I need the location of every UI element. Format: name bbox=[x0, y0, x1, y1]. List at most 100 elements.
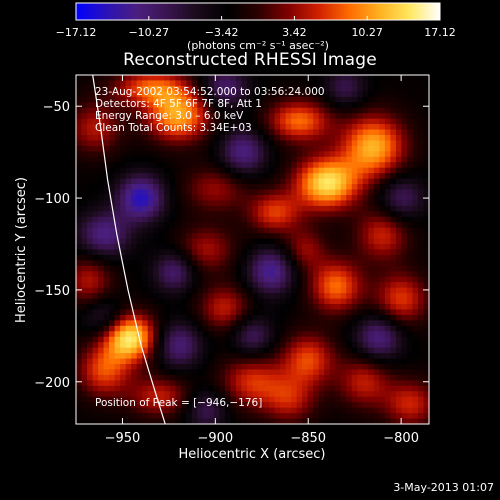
heatmap-cell bbox=[114, 140, 121, 147]
heatmap-cell bbox=[406, 407, 414, 414]
heatmap-cell bbox=[175, 396, 182, 403]
heatmap-cell bbox=[131, 418, 138, 425]
heatmap-cell bbox=[285, 167, 292, 174]
heatmap-cell bbox=[324, 402, 331, 409]
heatmap-cell bbox=[302, 325, 309, 332]
heatmap-cell bbox=[208, 320, 215, 327]
heatmap-cell bbox=[191, 85, 198, 92]
heatmap-cell bbox=[296, 385, 303, 392]
heatmap-cell bbox=[103, 184, 110, 191]
heatmap-cell bbox=[280, 173, 287, 180]
heatmap-cell bbox=[219, 304, 226, 311]
heatmap-cell bbox=[263, 102, 270, 109]
heatmap-cell bbox=[175, 222, 182, 229]
heatmap-cell bbox=[169, 162, 176, 169]
heatmap-cell bbox=[147, 129, 154, 136]
heatmap-cell bbox=[346, 238, 353, 245]
heatmap-cell bbox=[373, 80, 380, 87]
heatmap-cell bbox=[351, 249, 358, 256]
heatmap-cell bbox=[346, 325, 353, 332]
heatmap-cell bbox=[373, 353, 380, 360]
heatmap-cell bbox=[274, 282, 281, 289]
heatmap-cell bbox=[131, 336, 138, 343]
heatmap-cell bbox=[351, 298, 358, 305]
heatmap-cell bbox=[373, 309, 380, 316]
heatmap-cell bbox=[92, 227, 99, 234]
heatmap-cell bbox=[258, 75, 265, 82]
heatmap-cell bbox=[340, 374, 347, 381]
heatmap-cell bbox=[224, 205, 232, 212]
heatmap-cell bbox=[307, 374, 314, 381]
heatmap-cell bbox=[114, 271, 121, 278]
heatmap-cell bbox=[302, 336, 309, 343]
heatmap-cell bbox=[175, 369, 182, 376]
heatmap-cell bbox=[103, 178, 110, 185]
heatmap-cell bbox=[219, 156, 226, 163]
heatmap-cell bbox=[329, 205, 336, 212]
heatmap-cell bbox=[340, 102, 347, 109]
heatmap-cell bbox=[357, 325, 364, 332]
heatmap-cell bbox=[76, 145, 83, 152]
heatmap-cell bbox=[76, 107, 83, 114]
heatmap-cell bbox=[219, 244, 226, 251]
heatmap-cell bbox=[346, 287, 353, 294]
heatmap-cell bbox=[164, 298, 171, 305]
heatmap-cell bbox=[109, 178, 116, 185]
heatmap-cell bbox=[340, 265, 347, 272]
heatmap-cell bbox=[186, 265, 193, 272]
heatmap-cell bbox=[153, 325, 160, 332]
heatmap-cell bbox=[313, 342, 320, 349]
heatmap-cell bbox=[136, 211, 143, 218]
heatmap-cell bbox=[351, 320, 358, 327]
heatmap-cell bbox=[384, 298, 391, 305]
heatmap-cell bbox=[362, 304, 369, 311]
heatmap-cell bbox=[258, 178, 265, 185]
heatmap-cell bbox=[180, 102, 187, 109]
heatmap-cell bbox=[81, 380, 88, 387]
heatmap-cell bbox=[98, 184, 105, 191]
heatmap-cell bbox=[269, 336, 276, 343]
heatmap-cell bbox=[362, 211, 369, 218]
heatmap-cell bbox=[318, 314, 325, 321]
heatmap-cell bbox=[357, 385, 364, 392]
heatmap-cell bbox=[390, 385, 397, 392]
heatmap-cell bbox=[180, 249, 187, 256]
heatmap-cell bbox=[76, 162, 83, 169]
heatmap-cell bbox=[307, 293, 314, 300]
heatmap-cell bbox=[280, 107, 287, 114]
heatmap-cell bbox=[109, 298, 116, 305]
heatmap-cell bbox=[109, 244, 116, 251]
heatmap-cell bbox=[335, 271, 342, 278]
heatmap-cell bbox=[87, 353, 94, 360]
heatmap-cell bbox=[329, 140, 336, 147]
heatmap-cell bbox=[153, 418, 160, 425]
heatmap-cell bbox=[191, 222, 198, 229]
heatmap-cell bbox=[351, 222, 358, 229]
heatmap-cell bbox=[335, 320, 342, 327]
heatmap-cell bbox=[125, 238, 132, 245]
heatmap-cell bbox=[125, 353, 132, 360]
heatmap-cell bbox=[318, 233, 325, 240]
heatmap-cell bbox=[280, 205, 287, 212]
heatmap-cell bbox=[390, 227, 397, 234]
heatmap-cell bbox=[202, 134, 209, 142]
heatmap-cell bbox=[230, 134, 237, 142]
heatmap-cell bbox=[180, 145, 187, 152]
heatmap-cell bbox=[81, 113, 88, 120]
heatmap-cell bbox=[258, 134, 265, 142]
heatmap-cell bbox=[291, 91, 298, 98]
heatmap-cell bbox=[224, 194, 232, 202]
heatmap-cell bbox=[423, 145, 430, 152]
heatmap-cell bbox=[329, 167, 336, 174]
heatmap-cell bbox=[384, 336, 391, 343]
heatmap-cell bbox=[263, 189, 270, 196]
heatmap-cell bbox=[291, 260, 298, 267]
heatmap-cell bbox=[125, 314, 132, 321]
heatmap-cell bbox=[136, 200, 143, 207]
heatmap-cell bbox=[291, 364, 298, 371]
heatmap-cell bbox=[208, 134, 215, 142]
plot-area: 23-Aug-2002 03:54:52.000 to 03:56:24.000… bbox=[0, 70, 500, 470]
heatmap-cell bbox=[329, 113, 336, 120]
heatmap-cell bbox=[87, 194, 94, 202]
heatmap-cell bbox=[406, 162, 414, 169]
